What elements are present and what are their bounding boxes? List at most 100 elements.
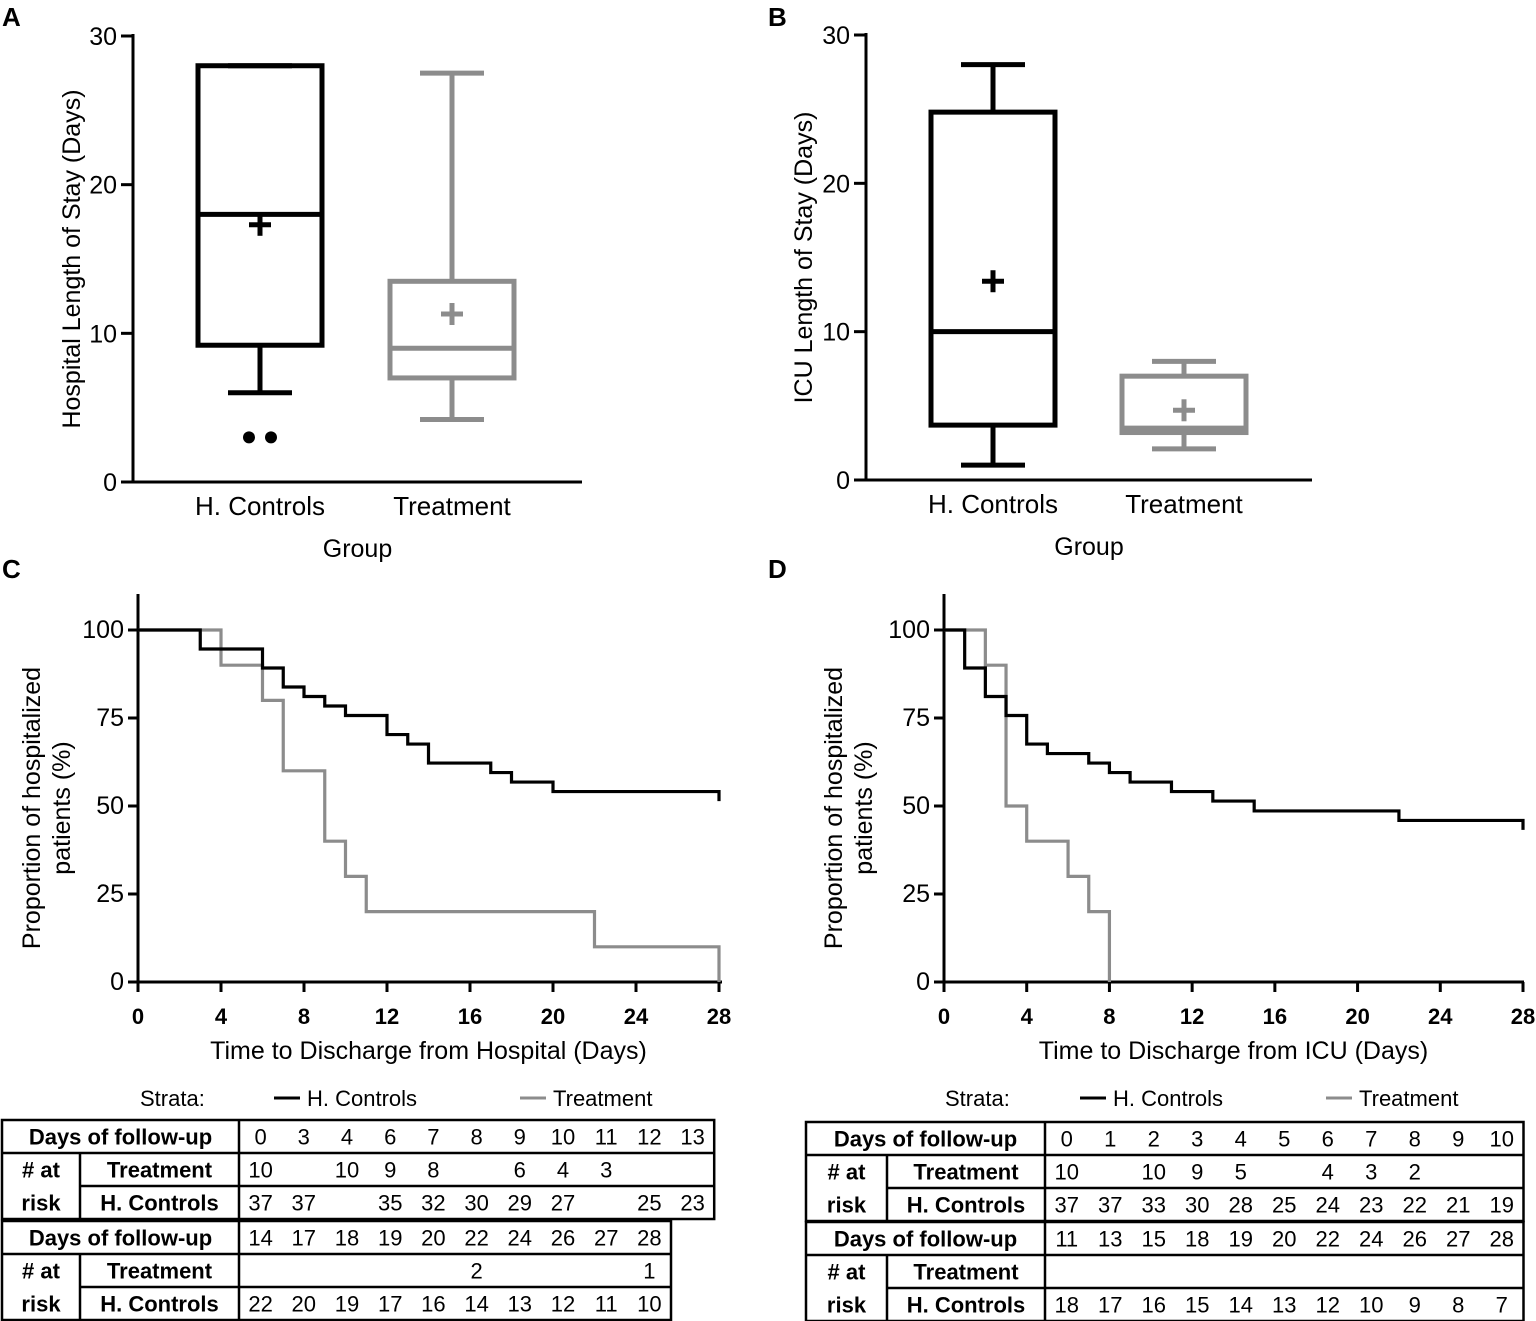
risk-label-line: # at — [22, 1158, 61, 1183]
controls-at-risk-cell: 32 — [421, 1191, 445, 1216]
controls-at-risk-cell: 21 — [1446, 1193, 1470, 1218]
category-label: H. Controls — [195, 491, 325, 521]
treatment-at-risk-cell: 1 — [643, 1259, 655, 1284]
day-cell: 9 — [1452, 1127, 1464, 1152]
day-cell: 13 — [1098, 1227, 1122, 1252]
controls-at-risk-cell: 12 — [1316, 1293, 1340, 1318]
x-tick-label: 28 — [1511, 1004, 1535, 1029]
day-cell: 20 — [1272, 1227, 1296, 1252]
controls-at-risk-cell: 13 — [1272, 1293, 1296, 1318]
y-tick-label: 25 — [902, 880, 930, 908]
risk-label-line: # at — [828, 1160, 867, 1185]
y-tick-label: 30 — [822, 22, 850, 50]
y-tick-label: 100 — [82, 616, 124, 644]
day-cell: 8 — [470, 1125, 482, 1150]
day-cell: 14 — [248, 1226, 272, 1251]
box-iqr — [387, 278, 517, 381]
controls-at-risk-cell: 18 — [1055, 1293, 1079, 1318]
risk-label-line: # at — [828, 1260, 867, 1285]
treatment-at-risk-cell: 4 — [557, 1158, 569, 1183]
x-tick-label: 16 — [458, 1004, 482, 1029]
strata-label: Strata: — [140, 1086, 205, 1111]
controls-at-risk-cell: 15 — [1185, 1293, 1209, 1318]
group-label-treatment: Treatment — [107, 1158, 213, 1183]
day-cell: 28 — [637, 1226, 661, 1251]
controls-at-risk-cell: 9 — [1409, 1293, 1421, 1318]
day-cell: 19 — [378, 1226, 402, 1251]
category-label: Treatment — [1125, 489, 1243, 519]
x-axis-label: Group — [323, 535, 392, 563]
day-cell: 26 — [551, 1226, 575, 1251]
risk-label-line: risk — [21, 1191, 61, 1216]
day-cell: 24 — [1359, 1227, 1383, 1252]
treatment-at-risk-cell: 2 — [470, 1259, 482, 1284]
x-axis-label: Group — [1054, 533, 1123, 561]
panel-letter: B — [768, 2, 787, 32]
group-label-controls: H. Controls — [907, 1193, 1026, 1218]
day-cell: 5 — [1278, 1127, 1290, 1152]
treatment-at-risk-cell: 3 — [1365, 1160, 1377, 1185]
controls-at-risk-cell: 19 — [335, 1292, 359, 1317]
day-cell: 17 — [292, 1226, 316, 1251]
controls-at-risk-cell: 8 — [1452, 1293, 1464, 1318]
day-cell: 24 — [508, 1226, 532, 1251]
y-tick-label: 10 — [89, 320, 117, 348]
day-cell: 10 — [551, 1125, 575, 1150]
day-cell: 7 — [427, 1125, 439, 1150]
group-label-controls: H. Controls — [907, 1293, 1026, 1318]
day-cell: 22 — [1316, 1227, 1340, 1252]
controls-at-risk-cell: 33 — [1142, 1193, 1166, 1218]
group-label-treatment: Treatment — [913, 1260, 1019, 1285]
y-tick-label: 20 — [89, 172, 117, 200]
day-cell: 13 — [680, 1125, 704, 1150]
controls-at-risk-cell: 37 — [1055, 1193, 1079, 1218]
day-cell: 9 — [514, 1125, 526, 1150]
controls-at-risk-cell: 12 — [551, 1292, 575, 1317]
controls-at-risk-cell: 19 — [1490, 1193, 1514, 1218]
day-cell: 8 — [1409, 1127, 1421, 1152]
x-tick-label: 20 — [1345, 1004, 1369, 1029]
treatment-at-risk-cell: 10 — [1142, 1160, 1166, 1185]
day-cell: 11 — [1055, 1227, 1078, 1252]
day-cell: 3 — [298, 1125, 310, 1150]
y-axis-label: Hospital Length of Stay (Days) — [58, 89, 86, 428]
treatment-at-risk-cell: 10 — [248, 1158, 272, 1183]
y-tick-label: 30 — [89, 23, 117, 51]
y-tick-label: 0 — [836, 467, 850, 495]
controls-at-risk-cell: 16 — [421, 1292, 445, 1317]
group-label-controls: H. Controls — [100, 1292, 219, 1317]
controls-at-risk-cell: 17 — [378, 1292, 402, 1317]
treatment-at-risk-cell: 9 — [384, 1158, 396, 1183]
panel-letter: D — [768, 554, 787, 584]
risk-label-line: # at — [22, 1259, 61, 1284]
km-curve-treatment — [138, 628, 721, 982]
box-controls — [928, 62, 1058, 468]
x-tick-label: 8 — [298, 1004, 310, 1029]
box-iqr — [928, 109, 1058, 428]
treatment-at-risk-cell: 5 — [1235, 1160, 1247, 1185]
legend-label-treatment: Treatment — [1359, 1086, 1458, 1111]
controls-at-risk-cell: 10 — [1359, 1293, 1383, 1318]
y-tick-label: 0 — [110, 968, 124, 996]
x-tick-label: 24 — [624, 1004, 649, 1029]
day-cell: 22 — [464, 1226, 488, 1251]
risk-block: Days of follow-up # at risk Treatment H. Con… — [804, 1220, 1525, 1321]
day-cell: 19 — [1229, 1227, 1253, 1252]
controls-at-risk-cell: 14 — [464, 1292, 488, 1317]
x-tick-label: 0 — [938, 1004, 950, 1029]
legend-label-treatment: Treatment — [553, 1086, 652, 1111]
treatment-at-risk-cell: 2 — [1409, 1160, 1421, 1185]
x-tick-label: 0 — [132, 1004, 144, 1029]
x-tick-label: 16 — [1263, 1004, 1287, 1029]
y-tick-label: 50 — [96, 792, 124, 820]
y-axis-label-line: Proportion of hospitalized — [820, 667, 848, 949]
panel-a: A 0 10 20 30 Hospital Length of Stay (Days) Gr… — [2, 2, 582, 563]
km-curve-controls — [944, 628, 1525, 830]
outlier-point — [243, 431, 255, 444]
day-cell: 18 — [335, 1226, 359, 1251]
category-label: Treatment — [393, 491, 511, 521]
y-tick-label: 25 — [96, 880, 124, 908]
treatment-at-risk-cell: 4 — [1322, 1160, 1334, 1185]
